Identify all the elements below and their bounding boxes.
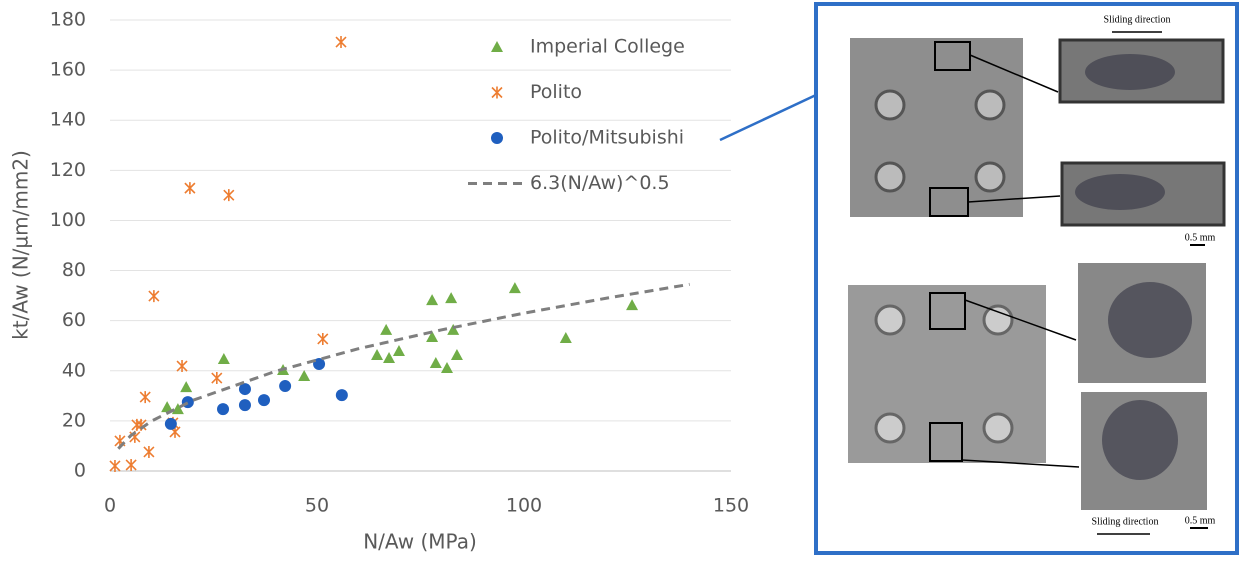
circle-marker bbox=[238, 383, 251, 396]
triangle-marker bbox=[371, 348, 384, 360]
fit-line bbox=[117, 282, 690, 450]
asterisk-marker bbox=[143, 445, 155, 458]
photo-panel: Sliding direction 0.5 mm Sliding directi… bbox=[719, 2, 1239, 555]
asterisk-marker bbox=[223, 189, 235, 202]
y-tick-label: 0 bbox=[74, 460, 86, 482]
triangle-marker bbox=[447, 323, 460, 335]
legend-label: 6.3(N/Aw)^0.5 bbox=[530, 172, 670, 194]
panel-label: Sliding direction bbox=[1092, 516, 1159, 527]
triangle-marker bbox=[626, 299, 639, 311]
asterisk-marker bbox=[139, 391, 151, 404]
asterisk-marker bbox=[125, 458, 137, 471]
circle-marker bbox=[335, 389, 348, 402]
panel-label: 0.5 mm bbox=[1185, 515, 1216, 526]
triangle-marker bbox=[383, 351, 396, 363]
triangle-marker bbox=[559, 331, 572, 343]
legend-label: Polito bbox=[530, 81, 582, 103]
panel-label: Sliding direction bbox=[1104, 14, 1171, 25]
y-tick-label: 80 bbox=[62, 259, 86, 281]
triangle-marker bbox=[440, 362, 453, 374]
asterisk-marker bbox=[335, 36, 347, 49]
triangle-marker bbox=[429, 357, 442, 369]
triangle-marker bbox=[450, 348, 463, 360]
circle-marker bbox=[217, 403, 230, 416]
y-tick-label: 160 bbox=[50, 59, 86, 81]
y-tick-label: 60 bbox=[62, 309, 86, 331]
triangle-marker bbox=[298, 370, 311, 382]
triangle-marker bbox=[380, 323, 393, 335]
circle-marker bbox=[238, 399, 251, 412]
panel-label: 0.5 mm bbox=[1185, 232, 1216, 243]
legend-marker bbox=[491, 41, 503, 52]
x-tick-label: 100 bbox=[506, 495, 542, 517]
y-tick-label: 140 bbox=[50, 109, 86, 131]
legend-marker bbox=[491, 86, 503, 99]
legend-label: Polito/Mitsubishi bbox=[530, 127, 684, 149]
plot-area: 0 20 40 60 80 100 120 140 160 180 0 50 100 150 bbox=[50, 9, 749, 517]
asterisk-marker bbox=[109, 459, 121, 472]
y-axis-label: kt/Aw (N/µm/mm2) bbox=[9, 150, 33, 340]
triangle-marker bbox=[180, 381, 193, 393]
triangle-marker bbox=[445, 292, 458, 304]
circle-marker bbox=[164, 417, 177, 430]
triangle-marker bbox=[508, 282, 521, 294]
circle-marker bbox=[279, 380, 292, 393]
legend-label: Imperial College bbox=[530, 36, 685, 58]
x-axis-label: N/Aw (MPa) bbox=[363, 530, 477, 554]
y-tick-label: 120 bbox=[50, 159, 86, 181]
y-tick-label: 20 bbox=[62, 409, 86, 431]
asterisk-marker bbox=[176, 360, 188, 373]
x-tick-label: 50 bbox=[305, 495, 329, 517]
triangle-marker bbox=[161, 401, 174, 413]
asterisk-marker bbox=[317, 332, 329, 345]
asterisk-marker bbox=[211, 372, 223, 385]
y-tick-label: 100 bbox=[50, 209, 86, 231]
y-tick-label: 180 bbox=[50, 9, 86, 31]
x-tick-label: 150 bbox=[713, 495, 749, 517]
triangle-marker bbox=[426, 330, 439, 342]
triangle-marker bbox=[426, 294, 439, 306]
y-tick-label: 40 bbox=[62, 359, 86, 381]
circle-marker bbox=[258, 394, 271, 407]
triangle-marker bbox=[217, 353, 230, 365]
triangle-marker bbox=[171, 403, 184, 415]
x-tick-label: 0 bbox=[104, 495, 116, 517]
asterisk-marker bbox=[148, 290, 160, 303]
asterisk-marker bbox=[184, 182, 196, 195]
legend-marker bbox=[491, 132, 503, 144]
triangle-marker bbox=[392, 344, 405, 356]
circle-marker bbox=[313, 358, 326, 371]
